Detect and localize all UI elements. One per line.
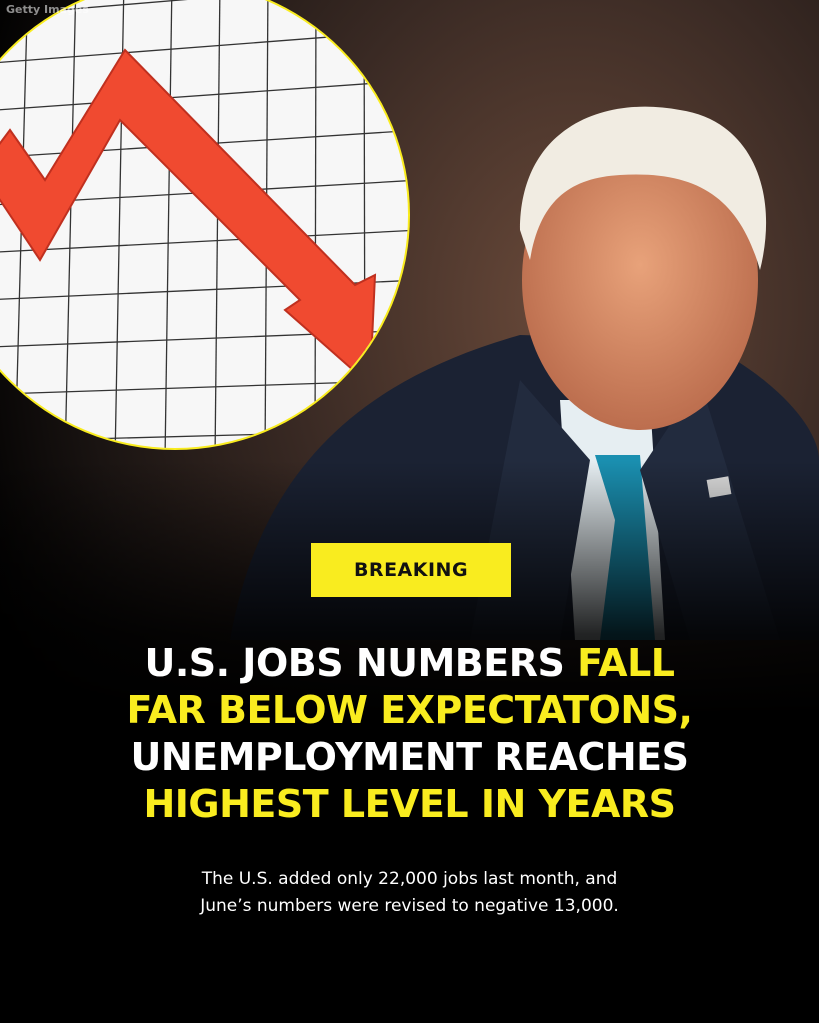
photo-credit: Getty Images	[6, 3, 89, 16]
headline-line4: HIGHEST LEVEL IN YEARS	[143, 782, 676, 826]
headline-line1-white: U.S. JOBS NUMBERS	[144, 641, 578, 685]
subtext: The U.S. added only 22,000 jobs last mon…	[0, 866, 819, 920]
breaking-badge: BREAKING	[311, 543, 511, 597]
headline-line2: FAR BELOW EXPECTATONS,	[126, 688, 693, 732]
headline: U.S. JOBS NUMBERS FALL FAR BELOW EXPECTA…	[0, 640, 819, 828]
headline-line1-yellow: FALL	[577, 641, 675, 685]
subtext-line1: The U.S. added only 22,000 jobs last mon…	[201, 869, 618, 889]
subtext-line2: June’s numbers were revised to negative …	[200, 896, 619, 916]
headline-line3: UNEMPLOYMENT REACHES	[130, 735, 689, 779]
